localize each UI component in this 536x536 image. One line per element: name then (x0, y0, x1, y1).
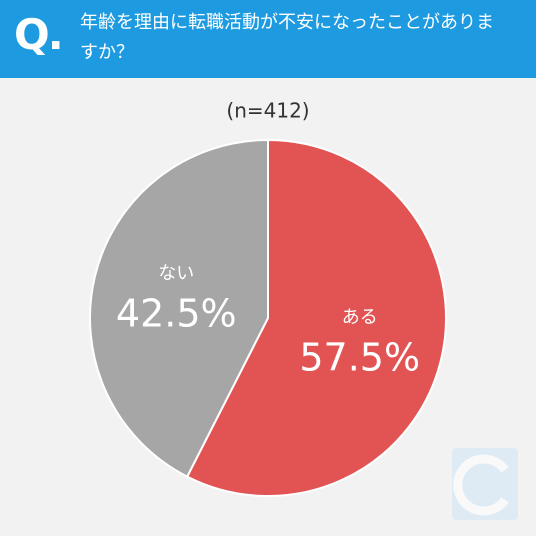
chart-subtitle: (n=412) (226, 99, 309, 123)
logo (452, 448, 518, 520)
question-mark: Q. (14, 10, 64, 59)
slice-category-label: ある (342, 307, 378, 328)
slice-value-label: 57.5% (299, 336, 420, 380)
header: Q. 年齢を理由に転職活動が不安になったことがありますか？ (0, 0, 536, 78)
slice-category-label: ない (158, 263, 194, 284)
chart-title: 年齢を理由に転職活動が不安になったことがありますか？ (80, 12, 494, 63)
pie-slice (89, 138, 269, 478)
pie-slice (185, 138, 447, 497)
slice-value-label: 42.5% (116, 291, 237, 335)
